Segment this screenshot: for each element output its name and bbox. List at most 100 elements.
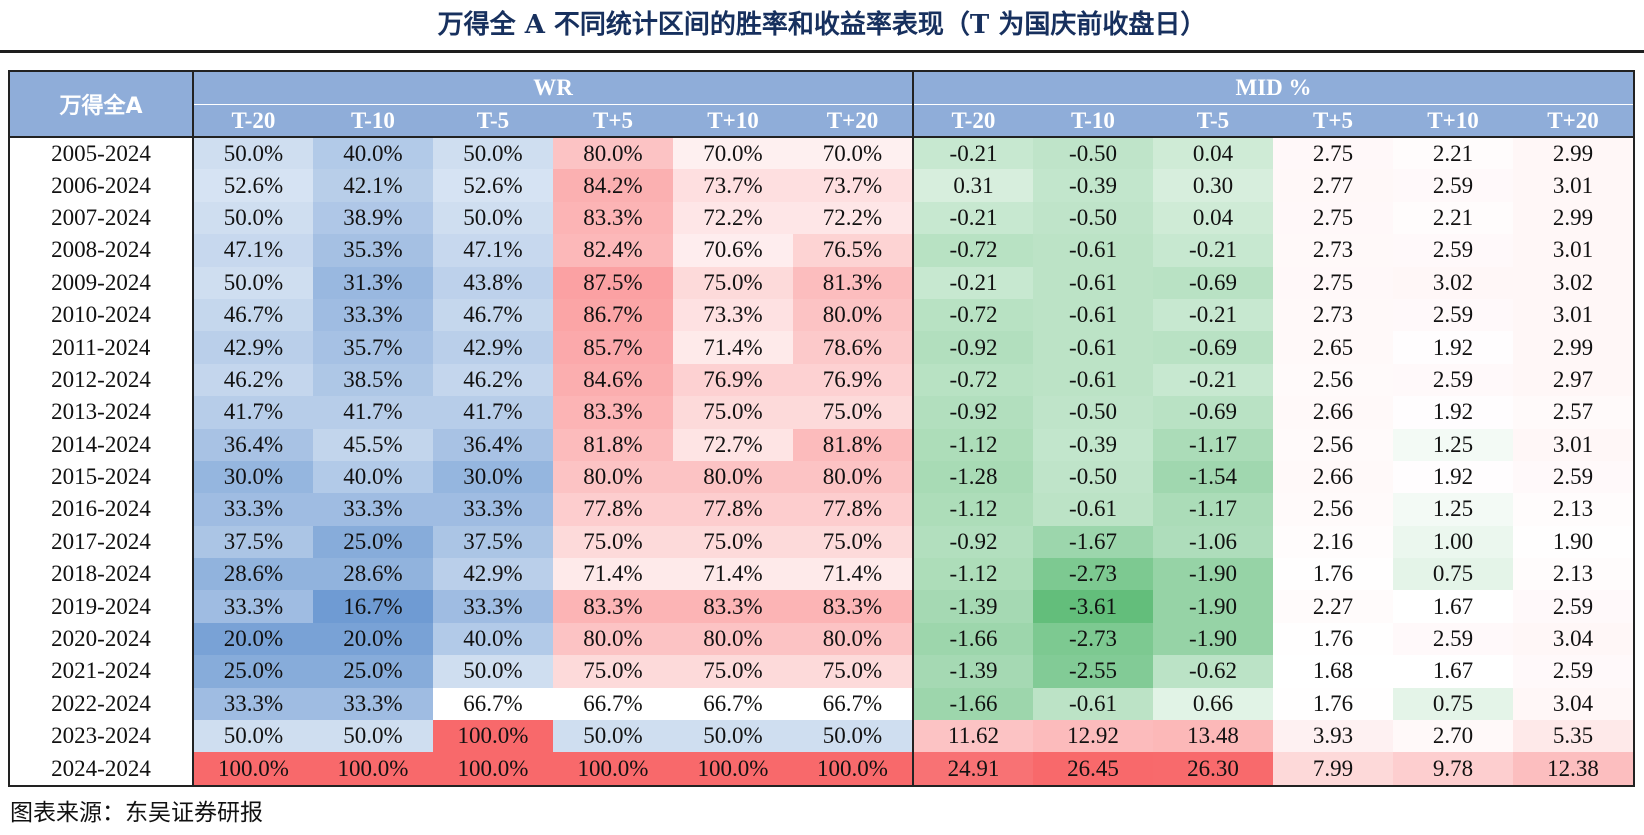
- wr-cell: 75.0%: [673, 266, 793, 299]
- wr-cell: 100.0%: [793, 752, 913, 785]
- mid-cell: 2.13: [1513, 493, 1633, 526]
- wr-cell: 41.7%: [313, 396, 433, 429]
- mid-cell: 0.30: [1153, 169, 1273, 202]
- mid-cell: 1.76: [1273, 687, 1393, 721]
- mid-cell: 2.13: [1513, 558, 1633, 591]
- wr-cell: 80.0%: [553, 622, 673, 656]
- mid-cell: 5.35: [1513, 720, 1633, 753]
- wr-cell: 100.0%: [553, 752, 673, 785]
- mid-cell: -1.17: [1153, 493, 1273, 526]
- mid-cell: -0.61: [1033, 687, 1153, 721]
- wr-cell: 75.0%: [673, 396, 793, 429]
- mid-cell: -1.90: [1153, 622, 1273, 656]
- mid-cell: -2.73: [1033, 558, 1153, 591]
- wr-cell: 33.3%: [433, 493, 553, 526]
- row-label: 2012-2024: [10, 363, 194, 397]
- wr-cell: 80.0%: [673, 460, 793, 494]
- wr-cell: 100.0%: [673, 752, 793, 785]
- wr-cell: 66.7%: [673, 687, 793, 721]
- wr-cell: 37.5%: [433, 525, 553, 559]
- wr-cell: 83.3%: [793, 590, 913, 623]
- wr-cell: 72.7%: [673, 428, 793, 461]
- wr-cell: 36.4%: [193, 428, 313, 461]
- mid-cell: 2.65: [1273, 331, 1393, 364]
- table-row: 2023-2024 50.0% 50.0% 100.0% 50.0% 50.0% 50.0%…: [10, 720, 1633, 753]
- table-row: 2012-2024 46.2% 38.5% 46.2% 84.6% 76.9% 76.9% -…: [10, 363, 1633, 397]
- wr-cell: 77.8%: [673, 493, 793, 526]
- wr-cell: 28.6%: [313, 558, 433, 591]
- mid-cell: 1.92: [1393, 396, 1513, 429]
- table-row: 2015-2024 30.0% 40.0% 30.0% 80.0% 80.0% 80.0% -…: [10, 460, 1633, 494]
- mid-cell: 2.56: [1273, 363, 1393, 397]
- wr-cell: 33.3%: [193, 493, 313, 526]
- mid-cell: -0.21: [1153, 363, 1273, 397]
- column-header: T+5: [1273, 104, 1393, 138]
- row-label: 2021-2024: [10, 655, 194, 688]
- mid-cell: -3.61: [1033, 590, 1153, 623]
- mid-cell: -0.61: [1033, 331, 1153, 364]
- mid-cell: -0.50: [1033, 201, 1153, 235]
- mid-cell: 3.01: [1513, 428, 1633, 461]
- mid-cell: -1.67: [1033, 525, 1153, 559]
- mid-cell: 2.21: [1393, 201, 1513, 235]
- mid-cell: 3.93: [1273, 720, 1393, 753]
- mid-cell: -0.62: [1153, 655, 1273, 688]
- column-header: T-10: [313, 104, 433, 138]
- column-header: T+20: [793, 104, 913, 138]
- wr-cell: 80.0%: [553, 460, 673, 494]
- mid-cell: 2.77: [1273, 169, 1393, 202]
- mid-cell: 1.76: [1273, 558, 1393, 591]
- mid-cell: -1.12: [912, 558, 1033, 591]
- mid-cell: 3.04: [1513, 687, 1633, 721]
- mid-cell: -1.66: [912, 622, 1033, 656]
- wr-cell: 50.0%: [313, 720, 433, 753]
- mid-cell: 1.68: [1273, 655, 1393, 688]
- wr-cell: 47.1%: [433, 234, 553, 267]
- wr-cell: 31.3%: [313, 266, 433, 299]
- wr-cell: 38.9%: [313, 201, 433, 235]
- wr-cell: 87.5%: [553, 266, 673, 299]
- wr-cell: 73.3%: [673, 298, 793, 332]
- mid-cell: 9.78: [1393, 752, 1513, 785]
- mid-cell: 0.75: [1393, 687, 1513, 721]
- row-label: 2007-2024: [10, 201, 194, 235]
- wr-cell: 75.0%: [553, 525, 673, 559]
- row-label: 2013-2024: [10, 396, 194, 429]
- wr-cell: 28.6%: [193, 558, 313, 591]
- mid-cell: 0.04: [1153, 201, 1273, 235]
- wr-cell: 33.3%: [433, 590, 553, 623]
- mid-cell: -1.90: [1153, 590, 1273, 623]
- wr-cell: 33.3%: [313, 493, 433, 526]
- wr-cell: 100.0%: [433, 752, 553, 785]
- wr-cell: 78.6%: [793, 331, 913, 364]
- mid-cell: 2.59: [1513, 460, 1633, 494]
- heatmap-table: 万得全A WR MID % T-20 T-10 T-5 T+5 T+10 T+20 T-20 T-1…: [10, 72, 1633, 785]
- mid-cell: -0.39: [1033, 169, 1153, 202]
- wr-cell: 84.2%: [553, 169, 673, 202]
- mid-cell: 3.01: [1513, 169, 1633, 202]
- wr-cell: 50.0%: [433, 201, 553, 235]
- mid-cell: -0.92: [912, 396, 1033, 429]
- row-label: 2011-2024: [10, 331, 194, 364]
- wr-cell: 35.3%: [313, 234, 433, 267]
- row-label: 2016-2024: [10, 493, 194, 526]
- table-row: 2018-2024 28.6% 28.6% 42.9% 71.4% 71.4% 71.4% -…: [10, 558, 1633, 591]
- column-header: T+10: [1393, 104, 1513, 138]
- wr-cell: 80.0%: [793, 298, 913, 332]
- mid-cell: 1.92: [1393, 331, 1513, 364]
- column-header: T+5: [553, 104, 673, 138]
- column-header: T+10: [673, 104, 793, 138]
- mid-cell: 11.62: [912, 720, 1033, 753]
- wr-cell: 50.0%: [433, 655, 553, 688]
- wr-cell: 38.5%: [313, 363, 433, 397]
- mid-cell: 3.01: [1513, 298, 1633, 332]
- mid-cell: -0.72: [912, 363, 1033, 397]
- wr-cell: 50.0%: [193, 137, 313, 170]
- mid-cell: 2.70: [1393, 720, 1513, 753]
- mid-cell: 2.73: [1273, 234, 1393, 267]
- mid-cell: 2.99: [1513, 201, 1633, 235]
- heatmap-table-frame: 万得全A WR MID % T-20 T-10 T-5 T+5 T+10 T+20 T-20 T-1…: [8, 70, 1635, 787]
- group-header: MID %: [912, 72, 1633, 105]
- wr-cell: 85.7%: [553, 331, 673, 364]
- mid-cell: 2.75: [1273, 201, 1393, 235]
